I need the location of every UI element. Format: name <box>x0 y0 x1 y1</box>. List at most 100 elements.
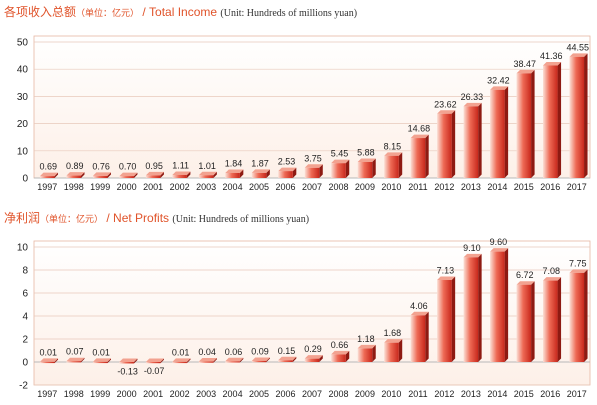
data-label: 5.88 <box>357 148 375 158</box>
bar-side <box>160 171 164 178</box>
bar-side <box>372 344 376 362</box>
data-label: 6.72 <box>516 270 534 280</box>
bar-side <box>425 134 429 178</box>
x-tick-label: 2007 <box>302 182 322 192</box>
bar-top <box>251 357 270 361</box>
bar-side <box>266 169 270 178</box>
y-tick-label: 40 <box>17 65 29 76</box>
x-tick-label: 1998 <box>64 182 84 192</box>
bar <box>384 155 399 178</box>
x-tick-label: 2010 <box>381 389 401 399</box>
bar-top <box>251 169 270 173</box>
bar-top <box>410 134 429 139</box>
bar-side <box>478 102 482 178</box>
data-label: 9.60 <box>490 237 508 247</box>
bar <box>437 113 452 178</box>
total-income-title-en: / Total Income <box>142 5 218 19</box>
bar-top <box>569 53 588 57</box>
x-tick-label: 1999 <box>90 389 110 399</box>
x-tick-label: 2003 <box>196 389 216 399</box>
data-label: 0.70 <box>119 162 137 172</box>
x-tick-label: 2007 <box>302 389 322 399</box>
bar-side <box>292 356 297 362</box>
bar <box>569 56 585 178</box>
data-label: 0.69 <box>39 162 57 172</box>
total-income-unit-cn: （单位：亿元） <box>76 9 140 19</box>
x-tick-label: 2011 <box>408 182 427 192</box>
bar-top <box>490 248 509 252</box>
bar-side <box>451 110 456 178</box>
bar-top <box>357 344 376 349</box>
bar-side <box>451 276 456 362</box>
bar-side <box>213 358 217 363</box>
data-label: 0.76 <box>92 161 110 171</box>
bar-top <box>516 281 535 285</box>
y-tick-label: -2 <box>19 381 28 392</box>
x-tick-label: 2009 <box>355 389 375 399</box>
x-tick-label: 2000 <box>117 389 137 399</box>
bar-side <box>54 172 59 178</box>
bar-side <box>266 357 270 363</box>
bar <box>463 106 479 178</box>
data-label: 14.68 <box>408 124 431 134</box>
bar-top <box>92 358 111 362</box>
x-tick-label: 2017 <box>567 389 587 399</box>
bar-side <box>478 253 482 362</box>
x-tick-label: 2005 <box>249 389 269 399</box>
bar-top <box>437 110 456 114</box>
bar-top <box>145 171 164 176</box>
bar-top <box>39 358 59 362</box>
bar <box>172 174 187 178</box>
data-label: 1.84 <box>225 158 243 168</box>
data-label: 7.13 <box>437 266 455 276</box>
data-label: 0.07 <box>66 347 84 357</box>
x-tick-label: 2013 <box>461 182 481 192</box>
bar-top <box>490 86 509 90</box>
bar-top <box>384 152 403 156</box>
y-tick-label: 6 <box>22 289 28 300</box>
bar-top <box>463 102 482 107</box>
x-tick-label: 2009 <box>355 182 375 192</box>
bar <box>92 361 108 364</box>
bar-side <box>186 171 191 178</box>
bar-top <box>331 350 350 355</box>
bar <box>357 348 373 362</box>
y-tick-label: 8 <box>22 266 28 277</box>
x-tick-label: 2014 <box>487 182 507 192</box>
bar <box>225 361 240 363</box>
bar-top <box>569 269 588 273</box>
bar-side <box>107 358 111 364</box>
data-label: 1.01 <box>198 161 216 171</box>
x-tick-label: 2003 <box>196 182 216 192</box>
data-label: 0.01 <box>92 347 110 357</box>
bar-side <box>133 172 138 178</box>
bar <box>490 251 505 362</box>
bar-top <box>304 164 323 168</box>
bar <box>569 272 585 362</box>
bar-side <box>398 339 403 362</box>
x-tick-label: 2012 <box>434 389 454 399</box>
bar-side <box>425 311 429 362</box>
bar-top <box>357 158 376 163</box>
bar-top <box>92 172 111 176</box>
x-tick-label: 2011 <box>408 389 427 399</box>
bar-top <box>543 62 562 66</box>
bar-side <box>213 171 217 178</box>
data-label: 9.10 <box>463 243 481 253</box>
x-tick-label: 2012 <box>434 182 454 192</box>
bar-side <box>160 358 164 364</box>
x-tick-label: 2008 <box>328 389 348 399</box>
bar-side <box>107 172 111 178</box>
bar <box>437 280 452 362</box>
bar <box>357 162 373 178</box>
data-label: 0.95 <box>145 161 163 171</box>
data-label: 0.01 <box>172 347 190 357</box>
bar <box>119 362 134 364</box>
data-label: 1.18 <box>357 334 375 344</box>
x-tick-label: 2016 <box>540 182 560 192</box>
bar <box>463 257 479 362</box>
y-tick-label: 2 <box>22 335 28 346</box>
x-tick-label: 1997 <box>37 389 57 399</box>
x-tick-label: 2010 <box>381 182 401 192</box>
